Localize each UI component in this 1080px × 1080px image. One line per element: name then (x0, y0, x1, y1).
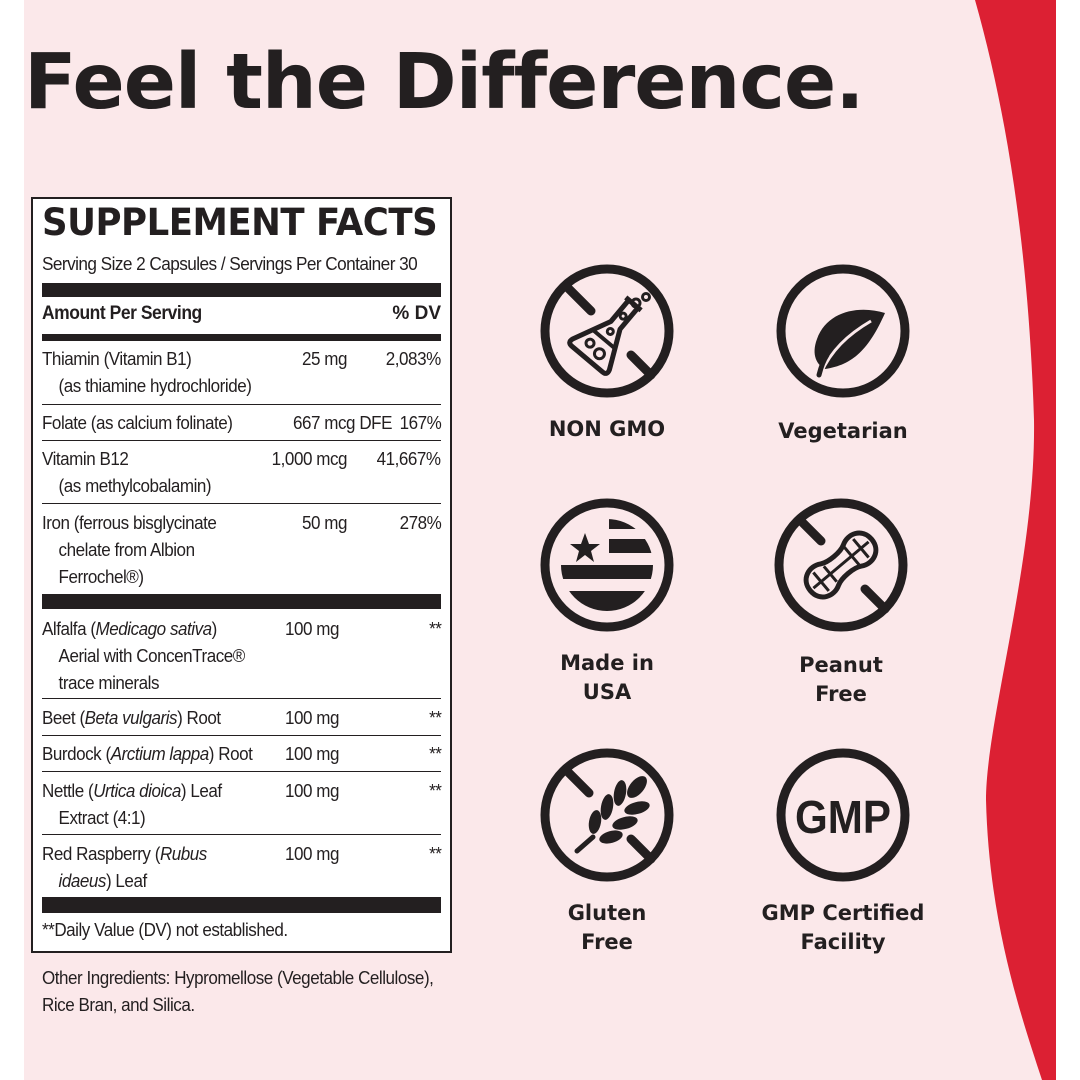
herb-dv: ** (428, 843, 442, 864)
badge-label: Made in USA (560, 651, 654, 704)
daily-value-footnote: **Daily Value (DV) not established. (42, 919, 288, 940)
badge-label: Vegetarian (778, 419, 908, 443)
nutrient-name: Vitamin B12 (42, 448, 129, 469)
badge-peanut-free: Peanut Free (741, 495, 941, 709)
herb-name: Nettle ( (42, 780, 94, 801)
row-divider (42, 440, 441, 441)
nutrient-amount: 667 mcg DFE (292, 412, 392, 433)
nutrient-amount: 50 mg (301, 512, 347, 533)
badge-gmp-certified: GMP GMP Certified Facility (743, 745, 943, 957)
nutrient-name: Iron (ferrous bisglycinate (42, 512, 217, 533)
herb-dv: ** (428, 743, 442, 764)
herb-dv: ** (428, 618, 442, 639)
row-divider (42, 771, 441, 772)
herb-amount: 100 mg (285, 843, 340, 864)
herb-name-suffix: ) Leaf (180, 780, 222, 801)
herb-detail: Aerial with ConcenTrace® (58, 645, 246, 666)
thick-divider (42, 283, 441, 297)
serving-size: Serving Size 2 Capsules / Servings Per C… (42, 253, 418, 274)
herb-name: Alfalfa ( (42, 618, 96, 639)
badge-label: Gluten Free (567, 901, 647, 954)
no-gluten-wheat-icon (540, 748, 674, 882)
amount-per-serving-header: Amount Per Serving (42, 303, 202, 324)
leaf-icon (776, 264, 910, 398)
nutrient-name: Folate (as calcium folinate) (42, 412, 233, 433)
herb-name-suffix: ) Root (177, 707, 221, 728)
badge-label: Peanut Free (799, 653, 883, 706)
badge-vegetarian: Vegetarian (743, 261, 943, 446)
nutrient-amount: 1,000 mcg (271, 448, 348, 469)
nutrient-dv: 167% (399, 412, 441, 433)
svg-text:GMP: GMP (795, 791, 891, 843)
herb-latin-name: Beta vulgaris (84, 707, 178, 728)
herb-latin-name: Medicago sativa (95, 618, 213, 639)
nutrient-source: (as thiamine hydrochloride) (58, 375, 252, 396)
nutrient-dv: 41,667% (377, 448, 441, 469)
thick-divider (42, 897, 441, 913)
herb-amount: 100 mg (285, 618, 340, 639)
herb-name-suffix: ) (211, 618, 218, 639)
nutrient-source: (as methylcobalamin) (58, 475, 212, 496)
supplement-facts-title: SUPPLEMENT FACTS (42, 201, 438, 244)
herb-name-suffix: ) Leaf (105, 870, 147, 891)
row-divider (42, 503, 441, 504)
herb-latin-name: Rubus (159, 843, 207, 864)
badge-gluten-free: Gluten Free (507, 745, 707, 957)
herb-dv: ** (428, 780, 442, 801)
supplement-facts-panel: SUPPLEMENT FACTS Serving Size 2 Capsules… (31, 197, 452, 953)
badge-non-gmo: NON GMO (507, 261, 707, 444)
herb-latin-name: Urtica dioica (93, 780, 181, 801)
badge-made-in-usa: Made in USA (507, 495, 707, 707)
nutrient-source: Ferrochel®) (58, 566, 145, 587)
herb-name-suffix: ) Root (208, 743, 253, 764)
herb-amount: 100 mg (285, 743, 340, 764)
herb-amount: 100 mg (285, 780, 340, 801)
no-gmo-flask-icon (540, 264, 674, 398)
herb-name: Burdock ( (42, 743, 111, 764)
badge-label: NON GMO (548, 417, 666, 441)
nutrient-dv: 278% (399, 512, 441, 533)
herb-dv: ** (428, 707, 442, 728)
daily-value-header: % DV (392, 303, 441, 324)
herb-name: Beet ( (42, 707, 85, 728)
thick-divider (42, 594, 441, 609)
herb-name: Red Raspberry ( (42, 843, 160, 864)
headline: Feel the Difference. (24, 38, 864, 127)
medium-divider (42, 334, 441, 341)
nutrient-name: Thiamin (Vitamin B1) (42, 348, 192, 369)
herb-latin-name: idaeus (58, 870, 107, 891)
herb-amount: 100 mg (285, 707, 340, 728)
badge-label: GMP Certified Facility (761, 901, 925, 954)
row-divider (42, 735, 441, 736)
nutrient-dv: 2,083% (386, 348, 441, 369)
other-ingredients: Other Ingredients: Hypromellose (Vegetab… (42, 967, 434, 1015)
herb-detail: Extract (4:1) (58, 807, 146, 828)
no-peanut-icon (774, 498, 908, 632)
row-divider (42, 404, 441, 405)
nutrient-amount: 25 mg (301, 348, 347, 369)
row-divider (42, 698, 441, 699)
herb-latin-name: Arctium lappa (110, 743, 210, 764)
red-swoosh-decoration (975, 0, 1056, 1080)
herb-detail: trace minerals (58, 672, 160, 693)
row-divider (42, 834, 441, 835)
usa-flag-icon (540, 498, 674, 632)
nutrient-source: chelate from Albion (58, 539, 195, 560)
gmp-icon: GMP (776, 748, 910, 882)
